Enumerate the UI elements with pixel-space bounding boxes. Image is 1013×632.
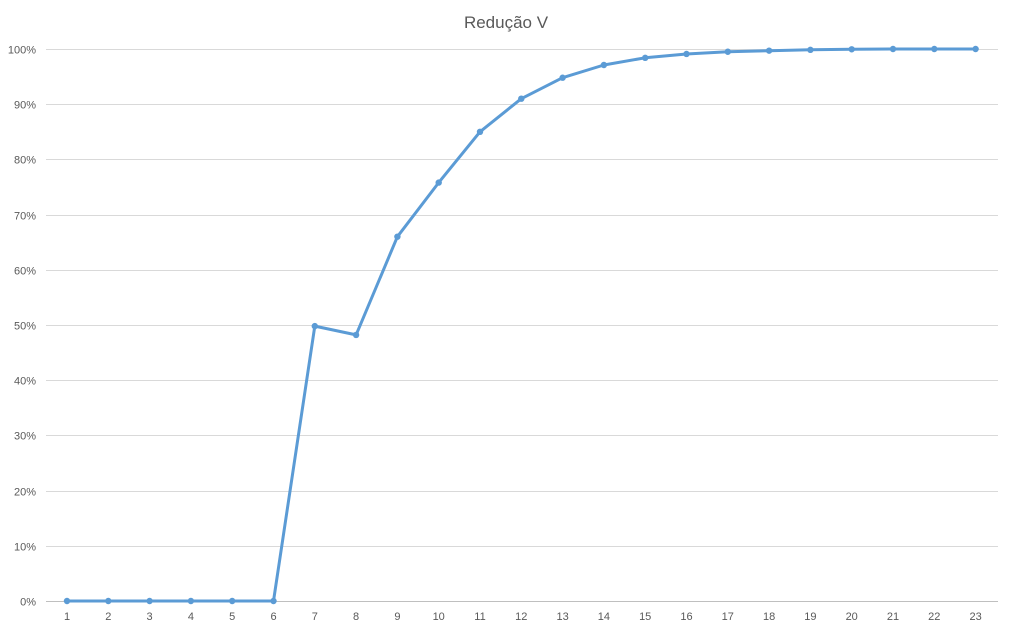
x-tick-label: 10 [433, 611, 445, 623]
x-tick-label: 21 [887, 611, 899, 623]
data-point [270, 597, 277, 605]
y-tick-label: 70% [14, 211, 36, 223]
data-point [518, 95, 525, 102]
y-tick-label: 100% [8, 45, 36, 57]
data-point [972, 45, 979, 53]
data-point [105, 597, 112, 605]
y-tick-label: 40% [14, 376, 36, 388]
series-layer [63, 45, 979, 605]
data-point [394, 233, 401, 240]
y-tick-label: 10% [14, 542, 36, 554]
x-tick-label: 14 [598, 611, 610, 623]
data-point [476, 128, 484, 135]
gridlines [46, 49, 998, 547]
x-tick-label: 15 [639, 611, 651, 623]
x-tick-label: 16 [680, 611, 692, 623]
data-point [435, 179, 442, 186]
data-point [63, 597, 71, 605]
data-point [807, 46, 814, 54]
x-tick-label: 12 [515, 611, 527, 623]
data-point [765, 47, 773, 54]
data-point [931, 45, 938, 53]
data-point [889, 45, 897, 53]
x-tick-label: 3 [147, 611, 153, 623]
x-tick-label: 5 [229, 611, 235, 623]
y-tick-label: 20% [14, 487, 36, 499]
y-tick-label: 60% [14, 266, 36, 278]
y-tick-label: 80% [14, 155, 36, 167]
y-tick-label: 50% [14, 321, 36, 333]
x-tick-label: 9 [394, 611, 400, 623]
x-tick-label: 6 [270, 611, 276, 623]
data-point [187, 597, 195, 605]
x-tick-label: 23 [969, 611, 981, 623]
y-tick-label: 0% [20, 597, 36, 609]
data-point [600, 61, 608, 69]
data-point [642, 54, 649, 62]
y-axis-tick-labels: 0% 10% 20% 30% 40% 50% 60% 70% 80% 90% 100% [8, 45, 36, 609]
data-point [311, 322, 318, 330]
data-point [229, 597, 236, 605]
x-axis-tick-labels: 1 2 3 4 5 6 7 8 9 10 11 12 13 14 15 16 17 18 19 20 21 22 23 [64, 611, 982, 623]
x-tick-label: 11 [474, 611, 485, 623]
x-tick-label: 18 [763, 611, 775, 623]
x-tick-label: 20 [846, 611, 858, 623]
chart-title: Redução V [464, 13, 549, 32]
data-point [352, 331, 360, 339]
x-tick-label: 4 [188, 611, 194, 623]
x-tick-label: 13 [556, 611, 568, 623]
x-tick-label: 2 [105, 611, 111, 623]
x-tick-label: 8 [353, 611, 359, 623]
data-point [724, 48, 731, 55]
x-tick-label: 7 [312, 611, 318, 623]
data-point [559, 74, 566, 81]
y-tick-label: 90% [14, 100, 36, 112]
x-tick-label: 17 [722, 611, 734, 623]
x-tick-label: 19 [804, 611, 816, 623]
x-tick-label: 22 [928, 611, 940, 623]
data-point [146, 597, 153, 605]
y-tick-label: 30% [14, 431, 36, 443]
data-point [848, 46, 855, 53]
x-tick-label: 1 [64, 611, 70, 623]
data-point [683, 50, 690, 58]
